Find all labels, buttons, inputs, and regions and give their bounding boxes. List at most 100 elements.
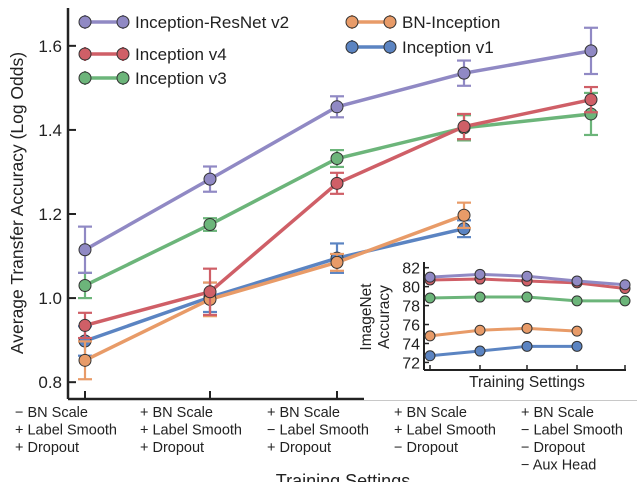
legend-item: BN-Inception <box>345 13 500 32</box>
inset-data-point <box>521 340 533 352</box>
x-tick-label-line: − BN Scale <box>15 405 88 421</box>
legend-item: Inception v4 <box>78 45 227 64</box>
inset-series-line <box>429 344 577 358</box>
legend-marker <box>78 15 92 29</box>
data-point <box>78 318 92 332</box>
x-tick-label-line: + BN Scale <box>394 405 467 421</box>
data-point <box>584 44 598 58</box>
x-axis-label: Training Settings <box>276 471 410 482</box>
inset-series-inception-v3 <box>424 291 631 307</box>
inset-y-tick-label: 82 <box>402 261 420 278</box>
y-tick-label: 1.2 <box>38 205 62 224</box>
x-tick-label-line: − Aux Head <box>521 458 596 474</box>
inset-data-point <box>424 330 436 342</box>
data-point <box>330 176 344 190</box>
x-tick-label: + BN Scale + Label Smooth − Dropout <box>394 405 496 456</box>
inset-data-point <box>571 295 583 307</box>
inset-series-line <box>429 326 578 338</box>
x-tick-label-line: + BN Scale <box>267 405 340 421</box>
x-tick-label: + BN Scale − Label Smooth − Dropout − Aux H… <box>521 405 623 474</box>
legend-label: Inception v3 <box>135 69 227 88</box>
series-inception-resnet-v2 <box>78 26 598 274</box>
data-point <box>457 120 471 134</box>
inset-data-point <box>571 325 583 337</box>
x-tick-label-line: + Label Smooth <box>15 423 117 439</box>
data-point <box>78 243 92 257</box>
inset-data-point <box>474 345 486 357</box>
inset-data-point <box>619 279 631 291</box>
x-tick-label: + BN Scale − Label Smooth + Dropout <box>267 405 369 456</box>
x-tick-label-line: + Dropout <box>15 440 79 456</box>
legend-label: Inception v1 <box>402 38 494 57</box>
inset-y-tick-label: 74 <box>402 336 420 353</box>
legend-label: Inception-ResNet v2 <box>135 13 289 32</box>
x-tick-label-line: + BN Scale <box>140 405 213 421</box>
inset-data-point <box>521 270 533 282</box>
series-inception-v4 <box>78 85 598 340</box>
inset-series-inception-resnet-v2 <box>424 268 631 291</box>
series-bn-inception <box>78 201 471 381</box>
inset-y-tick-label: 80 <box>402 280 420 297</box>
inset-y-axis-label-line: ImageNet <box>358 283 375 351</box>
inset-data-point <box>521 291 533 303</box>
x-tick-label: − BN Scale + Label Smooth + Dropout <box>15 405 117 456</box>
x-tick-label-line: + BN Scale <box>521 405 594 421</box>
inset-y-tick-label: 76 <box>402 318 420 335</box>
x-tick-label-line: − Label Smooth <box>521 423 623 439</box>
inset-y-tick-label: 72 <box>402 355 420 372</box>
legend-marker <box>116 15 130 29</box>
legend-marker <box>345 15 359 29</box>
main-plot: 0.81.01.21.41.6− BN Scale + Label Smooth +… <box>7 8 637 482</box>
inset-series-bn-inception <box>424 322 583 342</box>
inset-data-point <box>424 350 436 362</box>
legend-item: Inception v1 <box>345 38 494 57</box>
inset-y-axis-label: ImageNetAccuracy <box>358 283 393 351</box>
data-point <box>203 172 217 186</box>
inset-y-axis-label-line: Accuracy <box>376 285 393 349</box>
data-point <box>203 285 217 299</box>
x-tick-label-line: + Label Smooth <box>140 423 242 439</box>
data-point <box>78 353 92 367</box>
x-tick-label-line: + Label Smooth <box>394 423 496 439</box>
data-point <box>457 208 471 222</box>
inset-data-point <box>474 291 486 303</box>
inset-data-point <box>521 322 533 334</box>
x-tick-label-line: − Label Smooth <box>267 423 369 439</box>
y-axis-label: Average Transfer Accuracy (Log Odds) <box>7 52 27 354</box>
data-point <box>330 100 344 114</box>
inset-data-point <box>474 268 486 280</box>
data-point <box>584 93 598 107</box>
y-tick-label: 1.6 <box>38 37 62 56</box>
legend-marker <box>383 15 397 29</box>
legend: Inception-ResNet v2 Inception v4 Inception… <box>78 13 500 88</box>
data-point <box>457 66 471 80</box>
x-tick-label-line: + Dropout <box>140 440 204 456</box>
y-tick-label: 0.8 <box>38 373 62 392</box>
series-line <box>84 213 465 362</box>
inset-x-axis-label: Training Settings <box>469 374 585 391</box>
legend-marker <box>116 71 130 85</box>
data-point <box>330 152 344 166</box>
inset-series-inception-v1 <box>424 340 583 362</box>
inset-data-point <box>474 324 486 336</box>
inset-data-point <box>619 295 631 307</box>
data-point <box>78 278 92 292</box>
legend-item: Inception-ResNet v2 <box>78 13 289 32</box>
legend-label: Inception v4 <box>135 45 227 64</box>
x-tick-label-line: − Dropout <box>394 440 458 456</box>
series-line <box>84 227 465 343</box>
y-tick-label: 1.0 <box>38 289 62 308</box>
data-point <box>330 255 344 269</box>
legend-marker <box>383 40 397 54</box>
legend-marker <box>345 40 359 54</box>
x-tick-label-line: + Dropout <box>267 440 331 456</box>
x-tick-label: + BN Scale + Label Smooth + Dropout <box>140 405 242 456</box>
legend-marker <box>116 47 130 61</box>
inset-data-point <box>424 271 436 283</box>
inset-data-point <box>424 292 436 304</box>
legend-marker <box>78 47 92 61</box>
legend-label: BN-Inception <box>402 13 500 32</box>
legend-item: Inception v3 <box>78 69 227 88</box>
